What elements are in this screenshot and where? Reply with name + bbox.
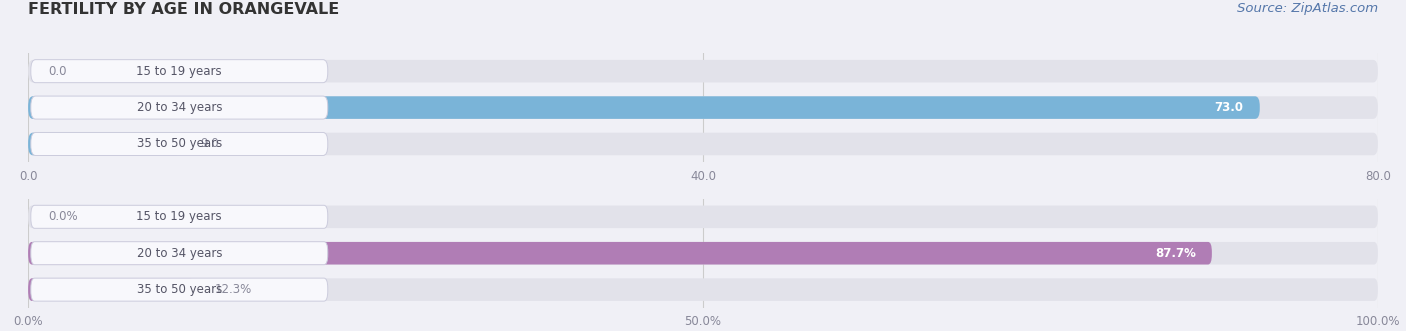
Text: 15 to 19 years: 15 to 19 years bbox=[136, 65, 222, 78]
FancyBboxPatch shape bbox=[28, 60, 1378, 82]
FancyBboxPatch shape bbox=[31, 205, 328, 228]
FancyBboxPatch shape bbox=[28, 96, 1260, 119]
Text: 9.0: 9.0 bbox=[200, 137, 219, 151]
FancyBboxPatch shape bbox=[28, 242, 1378, 264]
Text: 35 to 50 years: 35 to 50 years bbox=[136, 283, 222, 296]
Text: 73.0: 73.0 bbox=[1215, 101, 1243, 114]
Text: 0.0: 0.0 bbox=[48, 65, 67, 78]
Text: 15 to 19 years: 15 to 19 years bbox=[136, 210, 222, 223]
Text: 20 to 34 years: 20 to 34 years bbox=[136, 247, 222, 260]
Text: 12.3%: 12.3% bbox=[214, 283, 252, 296]
FancyBboxPatch shape bbox=[28, 133, 180, 155]
Text: Source: ZipAtlas.com: Source: ZipAtlas.com bbox=[1237, 2, 1378, 15]
FancyBboxPatch shape bbox=[28, 133, 1378, 155]
FancyBboxPatch shape bbox=[31, 132, 328, 156]
FancyBboxPatch shape bbox=[31, 60, 328, 83]
FancyBboxPatch shape bbox=[28, 206, 1378, 228]
Text: 87.7%: 87.7% bbox=[1154, 247, 1195, 260]
FancyBboxPatch shape bbox=[28, 278, 194, 301]
Text: 20 to 34 years: 20 to 34 years bbox=[136, 101, 222, 114]
Text: 35 to 50 years: 35 to 50 years bbox=[136, 137, 222, 151]
Text: FERTILITY BY AGE IN ORANGEVALE: FERTILITY BY AGE IN ORANGEVALE bbox=[28, 2, 339, 17]
Text: 0.0%: 0.0% bbox=[48, 210, 77, 223]
FancyBboxPatch shape bbox=[28, 96, 1378, 119]
FancyBboxPatch shape bbox=[31, 242, 328, 265]
FancyBboxPatch shape bbox=[28, 278, 1378, 301]
FancyBboxPatch shape bbox=[28, 242, 1212, 264]
FancyBboxPatch shape bbox=[31, 278, 328, 301]
FancyBboxPatch shape bbox=[31, 96, 328, 119]
